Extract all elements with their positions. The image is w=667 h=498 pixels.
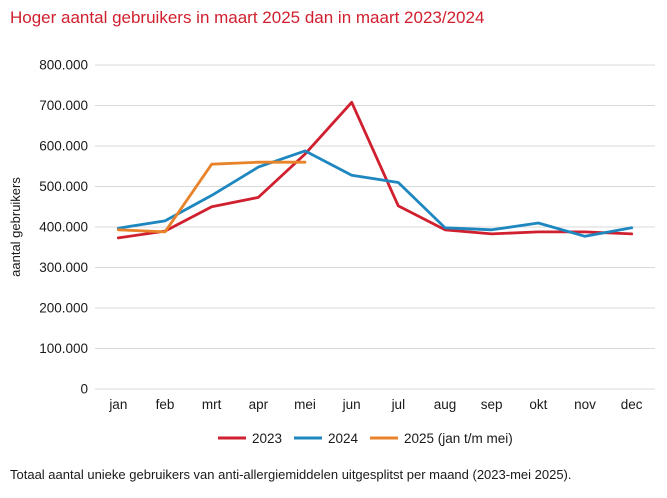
y-tick-label: 400.000: [39, 220, 88, 235]
y-tick-label: 0: [80, 382, 88, 397]
x-tick-label: jul: [391, 397, 406, 412]
y-tick-label: 600.000: [39, 139, 88, 154]
chart-title: Hoger aantal gebruikers in maart 2025 da…: [10, 8, 485, 27]
x-tick-label: jan: [108, 397, 127, 412]
x-tick-label: aug: [434, 397, 457, 412]
y-tick-label: 200.000: [39, 301, 88, 316]
x-tick-label: dec: [621, 397, 643, 412]
series-line-2024: [116, 149, 634, 238]
y-tick-label: 700.000: [39, 98, 88, 113]
series-line-2025: [116, 160, 307, 234]
legend-label: 2025 (jan t/m mei): [404, 431, 513, 446]
x-tick-label: okt: [529, 397, 547, 412]
x-tick-label: feb: [156, 397, 175, 412]
series-line-2023: [116, 100, 634, 240]
x-tick-label: sep: [481, 397, 503, 412]
x-tick-label: mrt: [202, 397, 222, 412]
x-tick-label: jun: [342, 397, 361, 412]
x-tick-label: nov: [574, 397, 596, 412]
y-tick-label: 100.000: [39, 341, 88, 356]
legend-label: 2024: [328, 431, 359, 446]
footnote: Totaal aantal unieke gebruikers van anti…: [10, 467, 572, 482]
y-tick-label: 500.000: [39, 179, 88, 194]
y-tick-label: 800.000: [39, 58, 88, 73]
y-axis-label: aantal gebruikers: [8, 177, 23, 277]
x-tick-label: mei: [294, 397, 316, 412]
y-tick-label: 300.000: [39, 260, 88, 275]
x-tick-label: apr: [249, 397, 269, 412]
legend-label: 2023: [252, 431, 282, 446]
